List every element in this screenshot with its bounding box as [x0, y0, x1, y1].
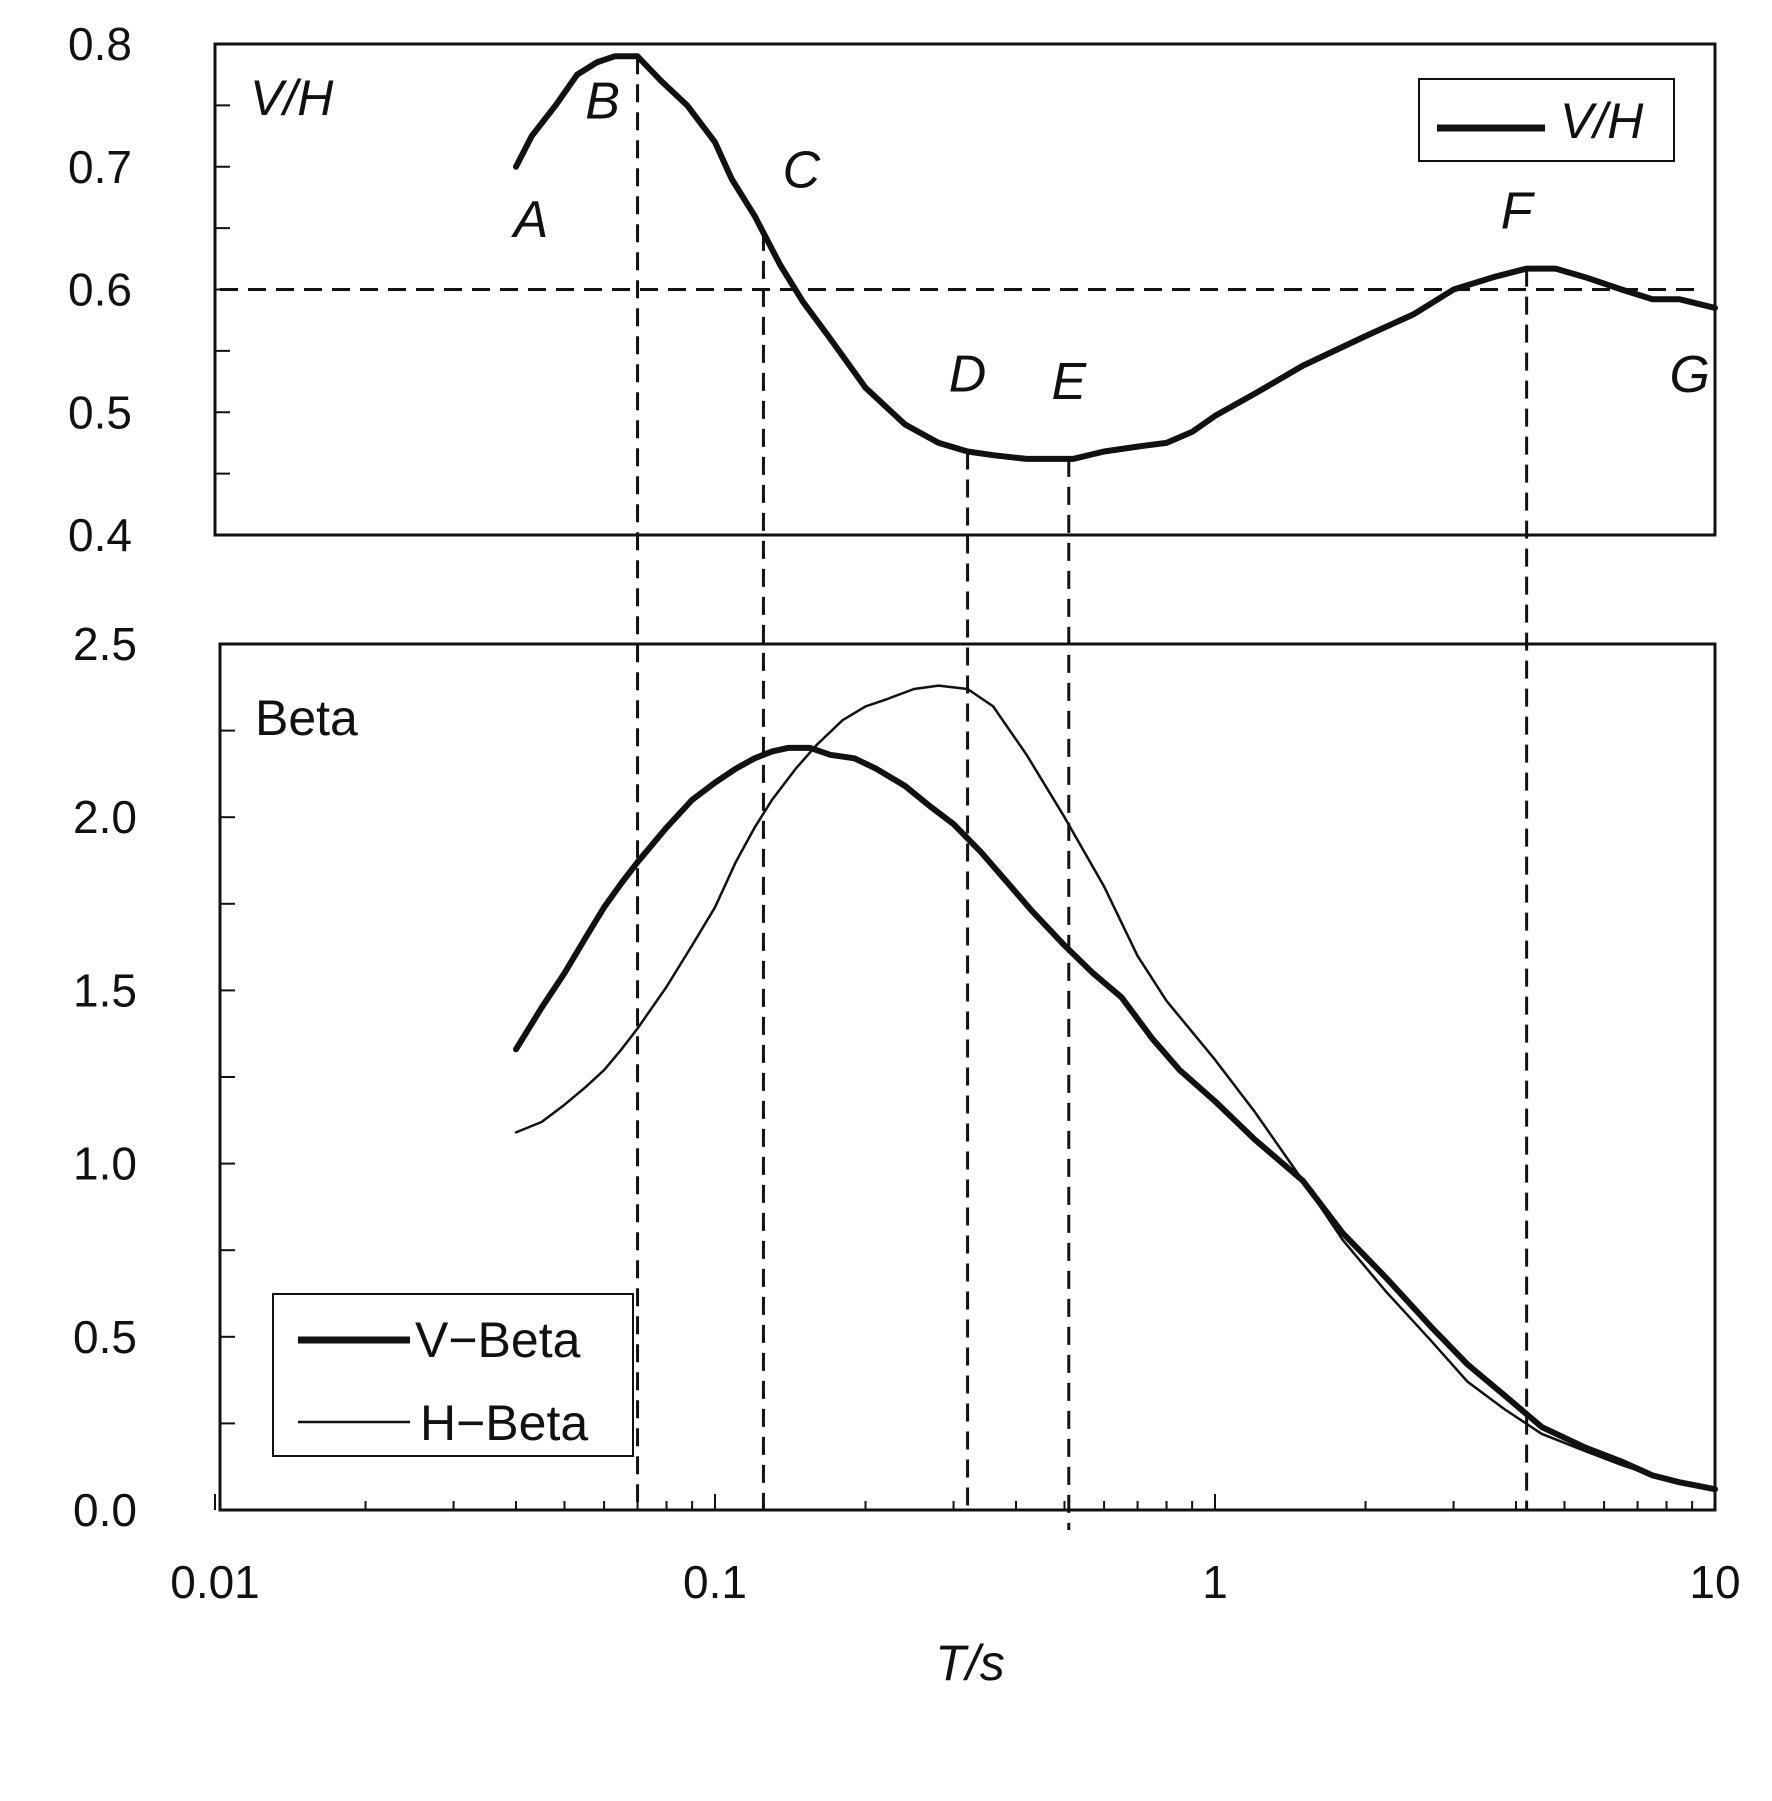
point-label-f: F [1501, 183, 1536, 241]
vh-panel-label: V/H [250, 70, 334, 126]
point-label-c: C [783, 142, 821, 200]
point-label-b: B [585, 72, 620, 130]
v-beta-series-line [513, 744, 1718, 1493]
vh-legend-label: V/H [1560, 93, 1644, 149]
beta-y-tick-label: 0.5 [73, 1311, 137, 1363]
beta-x-tick-label: 10 [1689, 1556, 1740, 1608]
vh-series-line [513, 53, 1718, 462]
beta-x-tick-labels: 0.01 0.1 1 10 [170, 1556, 1740, 1608]
point-label-e: E [1051, 353, 1087, 411]
beta-x-tick-label: 0.1 [683, 1556, 747, 1608]
vh-y-tick-label: 0.7 [68, 141, 132, 193]
x-axis-title: T/s [935, 1635, 1004, 1691]
beta-y-tick-labels: 0.0 0.5 1.0 1.5 2.0 2.5 [73, 618, 137, 1536]
v-beta-legend-label: V−Beta [415, 1312, 581, 1368]
vh-legend: V/H [1418, 78, 1675, 162]
vh-y-tick-label: 0.5 [68, 386, 132, 438]
vh-panel: 0.4 0.5 0.6 0.7 0.8 V/H A B C D E F G V/H [68, 18, 1718, 561]
vh-y-tick-label: 0.4 [68, 509, 132, 561]
point-label-a: A [511, 191, 549, 249]
beta-y-tick-label: 1.5 [73, 964, 137, 1016]
point-label-g: G [1669, 346, 1709, 404]
vh-y-tick-label: 0.6 [68, 264, 132, 316]
vh-y-tick-label: 0.8 [68, 18, 132, 70]
beta-x-tick-label: 0.01 [170, 1556, 260, 1608]
beta-legend-box [272, 1293, 634, 1457]
beta-panel-label: Beta [255, 690, 358, 746]
beta-legend: V−Beta H−Beta [272, 1293, 634, 1457]
beta-x-tick-label: 1 [1202, 1556, 1228, 1608]
beta-y-tick-label: 0.0 [73, 1484, 137, 1536]
dashed-vertical-markers [636, 56, 1529, 1530]
beta-x-ticks [214, 1494, 1716, 1510]
h-beta-legend-label: H−Beta [420, 1395, 588, 1451]
vh-point-labels: A B C D E F G [511, 72, 1710, 411]
beta-y-tick-label: 2.0 [73, 791, 137, 843]
beta-y-ticks [220, 643, 235, 1511]
vh-legend-box [1418, 78, 1675, 162]
beta-y-tick-label: 1.0 [73, 1138, 137, 1190]
point-label-d: D [949, 346, 987, 404]
beta-panel: 0.0 0.5 1.0 1.5 2.0 2.5 0.01 0.1 1 10 Beta V−Bet… [73, 618, 1741, 1608]
beta-y-tick-label: 2.5 [73, 618, 137, 670]
vh-y-tick-labels: 0.4 0.5 0.6 0.7 0.8 [68, 18, 132, 561]
